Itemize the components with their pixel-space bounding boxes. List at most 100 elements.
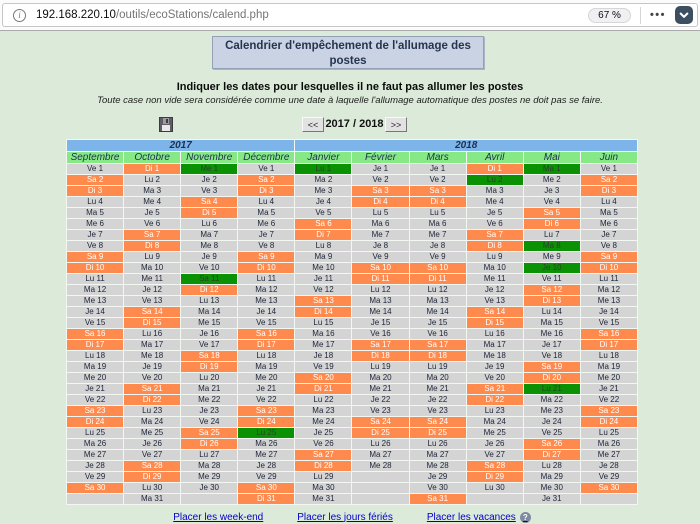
day-cell[interactable]: Ve 23 <box>351 405 410 417</box>
day-cell[interactable]: Sa 13 <box>294 295 353 307</box>
day-cell[interactable]: Ve 15 <box>65 317 125 329</box>
day-cell[interactable]: Lu 16 <box>123 328 182 340</box>
day-cell[interactable]: Ma 30 <box>294 482 353 494</box>
day-cell[interactable]: Me 25 <box>123 427 182 439</box>
day-cell[interactable]: Je 30 <box>180 482 239 494</box>
day-cell[interactable]: Ma 28 <box>180 460 239 472</box>
day-cell[interactable]: Je 15 <box>408 317 467 329</box>
day-cell[interactable]: Ma 24 <box>465 416 524 428</box>
day-cell[interactable]: Ma 5 <box>579 207 639 219</box>
day-cell[interactable]: Je 12 <box>465 284 524 296</box>
day-cell[interactable]: Ma 24 <box>123 416 182 428</box>
day-cell[interactable]: Di 25 <box>408 427 467 439</box>
day-cell[interactable]: Di 10 <box>237 262 296 274</box>
day-cell[interactable]: Ma 20 <box>351 372 410 384</box>
day-cell[interactable]: Je 19 <box>465 361 524 373</box>
day-cell[interactable]: Sa 17 <box>351 339 410 351</box>
day-cell[interactable]: Sa 7 <box>123 229 182 241</box>
day-cell[interactable]: Lu 13 <box>180 295 239 307</box>
day-cell[interactable]: Ve 30 <box>408 482 467 494</box>
day-cell[interactable]: Ma 3 <box>123 185 182 197</box>
day-cell[interactable]: Ve 5 <box>294 207 353 219</box>
day-cell[interactable]: Je 24 <box>522 416 581 428</box>
day-cell[interactable]: Ve 11 <box>522 273 581 285</box>
save-icon[interactable] <box>159 117 173 132</box>
day-cell[interactable]: Je 14 <box>579 306 639 318</box>
day-cell[interactable]: Ma 26 <box>579 438 639 450</box>
day-cell[interactable]: Me 13 <box>579 295 639 307</box>
day-cell[interactable]: Ve 16 <box>408 328 467 340</box>
day-cell[interactable]: Lu 11 <box>65 273 125 285</box>
day-cell[interactable]: Me 16 <box>522 328 581 340</box>
day-cell[interactable]: Sa 24 <box>408 416 467 428</box>
day-cell[interactable]: Je 25 <box>294 427 353 439</box>
day-cell[interactable]: Ve 4 <box>522 196 581 208</box>
day-cell[interactable]: Di 8 <box>123 240 182 252</box>
day-cell[interactable]: Ve 9 <box>351 251 410 263</box>
day-cell[interactable]: Di 10 <box>65 262 125 274</box>
day-cell[interactable]: Ma 7 <box>180 229 239 241</box>
day-cell[interactable]: Ve 13 <box>123 295 182 307</box>
day-cell[interactable]: Ma 12 <box>237 284 296 296</box>
day-cell[interactable]: Lu 5 <box>408 207 467 219</box>
day-cell[interactable]: Me 11 <box>123 273 182 285</box>
day-cell[interactable]: Lu 18 <box>579 350 639 362</box>
day-cell[interactable]: Je 5 <box>123 207 182 219</box>
day-cell[interactable]: Ve 1 <box>579 163 639 175</box>
day-cell[interactable]: Di 24 <box>579 416 639 428</box>
day-cell[interactable]: Lu 16 <box>465 328 524 340</box>
day-cell[interactable]: Di 12 <box>180 284 239 296</box>
day-cell[interactable]: Ma 9 <box>294 251 353 263</box>
day-cell[interactable]: Ma 1 <box>522 163 581 175</box>
day-cell[interactable]: Me 29 <box>180 471 239 483</box>
day-cell[interactable]: Sa 14 <box>123 306 182 318</box>
day-cell[interactable]: Lu 23 <box>123 405 182 417</box>
day-cell[interactable]: Ma 20 <box>408 372 467 384</box>
day-cell[interactable]: Sa 9 <box>65 251 125 263</box>
day-cell[interactable]: Di 6 <box>522 218 581 230</box>
day-cell[interactable]: Lu 28 <box>522 460 581 472</box>
day-cell[interactable]: Me 13 <box>237 295 296 307</box>
day-cell[interactable]: Lu 4 <box>579 196 639 208</box>
day-cell[interactable]: Di 17 <box>65 339 125 351</box>
day-cell[interactable]: Je 7 <box>65 229 125 241</box>
day-cell[interactable]: Sa 17 <box>408 339 467 351</box>
day-cell[interactable]: Sa 24 <box>351 416 410 428</box>
day-cell[interactable]: Me 18 <box>123 350 182 362</box>
day-cell[interactable]: Ve 8 <box>237 240 296 252</box>
day-cell[interactable]: Sa 9 <box>579 251 639 263</box>
day-cell[interactable]: Lu 1 <box>294 163 353 175</box>
day-cell[interactable]: Ma 17 <box>123 339 182 351</box>
day-cell[interactable]: Je 23 <box>180 405 239 417</box>
day-cell[interactable]: Je 10 <box>522 262 581 274</box>
day-cell[interactable]: Je 2 <box>180 174 239 186</box>
day-cell[interactable]: Lu 30 <box>465 482 524 494</box>
day-cell[interactable]: Ma 27 <box>408 449 467 461</box>
day-cell[interactable]: Me 28 <box>408 460 467 472</box>
day-cell[interactable]: Lu 12 <box>351 284 410 296</box>
day-cell[interactable]: Je 14 <box>237 306 296 318</box>
day-cell[interactable]: Ma 16 <box>294 328 353 340</box>
day-cell[interactable]: Di 19 <box>180 361 239 373</box>
day-cell[interactable]: Me 9 <box>522 251 581 263</box>
day-cell[interactable]: Di 20 <box>522 372 581 384</box>
day-cell[interactable]: Ma 23 <box>294 405 353 417</box>
day-cell[interactable]: Ma 15 <box>522 317 581 329</box>
day-cell[interactable]: Me 4 <box>465 196 524 208</box>
day-cell[interactable]: Sa 21 <box>123 383 182 395</box>
day-cell[interactable]: Ma 19 <box>65 361 125 373</box>
day-cell[interactable]: Lu 26 <box>351 438 410 450</box>
previous-year-button[interactable]: << <box>302 117 324 132</box>
day-cell[interactable]: Lu 25 <box>579 427 639 439</box>
day-cell[interactable]: Ve 29 <box>579 471 639 483</box>
day-cell[interactable]: Sa 26 <box>522 438 581 450</box>
day-cell[interactable]: Je 12 <box>123 284 182 296</box>
day-cell[interactable]: Sa 23 <box>237 405 296 417</box>
day-cell[interactable]: Ma 31 <box>123 493 182 505</box>
day-cell[interactable]: Ve 6 <box>123 218 182 230</box>
day-cell[interactable]: Ma 22 <box>522 394 581 406</box>
day-cell[interactable]: Je 4 <box>294 196 353 208</box>
day-cell[interactable]: Ma 10 <box>123 262 182 274</box>
day-cell[interactable]: Sa 18 <box>180 350 239 362</box>
day-cell[interactable]: Lu 19 <box>351 361 410 373</box>
